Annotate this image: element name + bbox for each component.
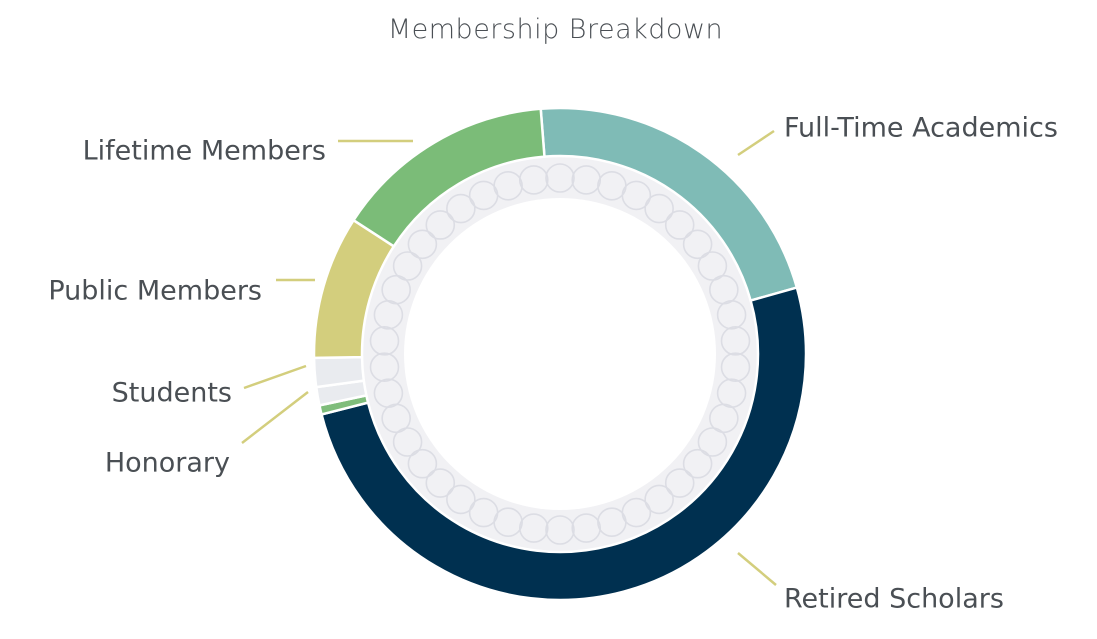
ring-pattern-circle xyxy=(446,193,476,224)
label-lifetime-members: Lifetime Members xyxy=(83,136,326,167)
leader-line-retired-scholars xyxy=(737,552,777,586)
ring-pattern-circle xyxy=(369,352,400,382)
ring-pattern-circle xyxy=(392,427,423,457)
ring-pattern-circle xyxy=(644,484,674,515)
label-honorary: Honorary xyxy=(105,448,230,479)
slice-public-members[interactable] xyxy=(312,355,366,389)
ring-pattern-circle xyxy=(621,180,652,211)
ring-pattern-circle xyxy=(545,163,575,193)
ring-pattern-circle xyxy=(571,165,602,195)
ring-pattern-circle xyxy=(571,513,602,543)
label-retired-scholars: Retired Scholars xyxy=(784,584,1004,615)
ring-pattern-circle xyxy=(682,229,713,260)
ring-pattern-circle xyxy=(392,251,423,281)
ring-pattern-circle xyxy=(709,403,739,434)
ring-pattern-circle xyxy=(664,210,695,240)
ring-pattern-circle xyxy=(381,274,411,305)
ring-pattern-circle xyxy=(407,448,438,479)
ring-pattern-circle xyxy=(644,193,674,224)
slice-lifetime-members[interactable] xyxy=(351,107,546,249)
ring-pattern-circle xyxy=(716,300,747,330)
ring-pattern-circle xyxy=(373,378,404,408)
leader-line-full-time-academics xyxy=(737,129,775,157)
label-public-members: Public Members xyxy=(48,276,262,307)
ring-pattern-circle xyxy=(425,210,456,240)
ring-pattern-circle xyxy=(425,468,456,498)
ring-pattern-circle xyxy=(720,352,751,382)
ring-pattern-circle xyxy=(720,326,751,356)
ring-pattern-circle xyxy=(518,513,549,543)
slice-labels: Full-Time Academics Retired Scholars Honor… xyxy=(48,113,1058,615)
ring-pattern-circle xyxy=(468,497,499,528)
ring-pattern-circle xyxy=(597,507,627,537)
ring-background xyxy=(362,156,758,552)
ring-pattern-circle xyxy=(518,165,549,195)
ring-pattern-circle xyxy=(697,251,728,281)
label-full-time-academics: Full-Time Academics xyxy=(784,113,1058,144)
ring-pattern-circle xyxy=(664,468,695,498)
ring-pattern-circle xyxy=(697,427,728,457)
ring-pattern-circle xyxy=(682,448,713,479)
donut-slices xyxy=(312,106,808,602)
ring-pattern-circle xyxy=(446,484,476,515)
label-leader-lines xyxy=(241,129,777,586)
label-students: Students xyxy=(112,378,232,409)
ring-pattern-circle xyxy=(545,515,575,545)
chart-title: Membership Breakdown xyxy=(387,14,724,45)
leader-line-honorary xyxy=(241,391,309,444)
donut-hole xyxy=(404,198,716,510)
leader-line-students xyxy=(243,364,307,390)
ring-pattern-circle xyxy=(407,229,438,260)
ring-pattern-circle xyxy=(493,171,523,201)
slice-retired-scholars[interactable] xyxy=(320,286,808,602)
ring-pattern-circle xyxy=(369,326,400,356)
